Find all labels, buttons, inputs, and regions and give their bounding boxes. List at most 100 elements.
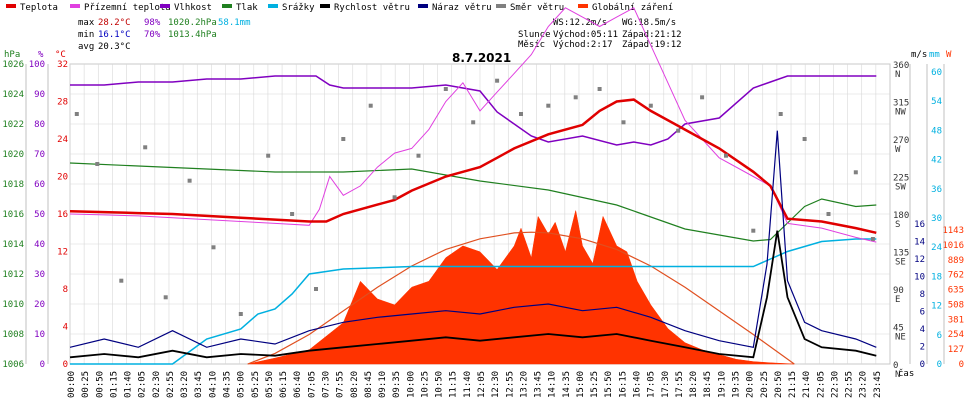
rain-tick: 48 — [931, 126, 942, 136]
time-tick: 14:35 — [562, 371, 572, 398]
direction-label: W — [895, 145, 901, 155]
temperature-tick: 28 — [57, 98, 68, 108]
wind-direction-point — [74, 112, 79, 116]
time-tick: 12:55 — [505, 371, 515, 398]
legend-label: Náraz větru — [432, 3, 492, 13]
time-tick: 09:10 — [378, 371, 388, 398]
legend-label: Srážky — [282, 3, 315, 13]
stats: max 28.2°C 98% 1020.2hPa 58.1mm min 16.1… — [78, 18, 251, 52]
wind-direction-point — [95, 162, 100, 166]
time-tick: 10:00 — [406, 371, 416, 398]
time-tick: 06:15 — [279, 371, 289, 398]
wind-direction-point — [621, 120, 626, 125]
series-theoretical-radiation — [247, 231, 795, 365]
humidity-tick: 90 — [34, 90, 45, 100]
temperature-tick: 24 — [57, 135, 68, 145]
radiation-tick: 762 — [948, 271, 964, 281]
wind-speed-tick: 8 — [920, 290, 925, 300]
sun-set: Západ:21:12 — [622, 30, 682, 40]
time-tick: 20:50 — [774, 371, 784, 398]
radiation-tick: 635 — [948, 286, 964, 296]
radiation-tick: 1016 — [942, 241, 964, 251]
temperature-tick: 4 — [63, 323, 68, 333]
time-tick: 22:55 — [845, 371, 855, 398]
stat-max-press: 1020.2hPa — [168, 18, 217, 28]
time-tick: 13:45 — [534, 371, 544, 398]
stat-min-hum: 70% — [144, 30, 161, 40]
wind-speed-tick: 4 — [920, 325, 925, 335]
stat-max-label: max — [78, 18, 95, 28]
radiation-tick: 381 — [948, 315, 964, 325]
wind-direction-point — [519, 112, 523, 116]
humidity-tick: 20 — [34, 300, 45, 310]
legend-label: Rychlost větru — [334, 3, 410, 13]
direction-tick: 225 — [893, 174, 909, 184]
time-tick: 10:25 — [420, 371, 430, 398]
series — [69, 7, 877, 365]
rain-tick: 6 — [937, 331, 942, 341]
radiation-tick: 127 — [948, 345, 964, 355]
wind-speed-tick: 12 — [914, 255, 925, 265]
legend-label: Přízemní teplota — [84, 3, 171, 13]
pressure-tick: 1012 — [2, 270, 24, 280]
legend-label: Teplota — [20, 3, 58, 13]
humidity-tick: 50 — [34, 210, 45, 220]
time-tick: 21:40 — [802, 371, 812, 398]
humidity-tick: 70 — [34, 150, 45, 160]
direction-label: E — [895, 295, 900, 305]
time-tick: 15:25 — [590, 371, 600, 398]
time-tick: 04:10 — [208, 371, 218, 398]
time-tick: 03:20 — [180, 371, 190, 398]
wind-direction-point — [700, 95, 705, 100]
time-tick: 20:25 — [760, 371, 770, 398]
wind-direction-point — [314, 287, 318, 291]
time-tick: 09:35 — [392, 371, 402, 398]
wind-direction-point — [290, 212, 295, 216]
direction-tick: 315 — [893, 99, 909, 109]
stat-min-press: 1013.4hPa — [168, 30, 217, 40]
time-tick: 16:15 — [618, 371, 628, 398]
time-tick: 05:50 — [265, 371, 275, 398]
legend-swatch — [268, 4, 278, 8]
wind-direction-point — [238, 312, 243, 316]
time-tick: 23:45 — [873, 371, 883, 398]
direction-label: NE — [895, 333, 906, 343]
wind-direction-point — [211, 245, 216, 250]
temperature-tick: 32 — [57, 60, 68, 70]
direction-tick: 0 — [893, 361, 898, 371]
pressure-tick: 1006 — [2, 360, 24, 370]
sun-rise: Východ:05:11 — [553, 30, 618, 40]
rain-tick: 36 — [931, 185, 942, 195]
wind-direction-point — [724, 153, 728, 158]
wind-direction-point — [163, 295, 168, 300]
rain-tick: 42 — [931, 156, 942, 166]
temperature-tick: 20 — [57, 173, 68, 183]
stat-avg-label: avg — [78, 42, 94, 52]
wind-direction-point — [676, 128, 681, 133]
time-tick: 02:30 — [152, 371, 162, 398]
radiation-tick: 889 — [948, 256, 964, 266]
wind-direction-point — [597, 87, 602, 91]
stat-max-rain: 58.1mm — [218, 18, 251, 28]
wind-speed-tick: 10 — [914, 273, 925, 283]
time-tick: 05:25 — [251, 371, 261, 398]
moon-rise: Východ:2:17 — [553, 40, 613, 50]
direction-tick: 135 — [893, 249, 909, 259]
pressure-tick: 1024 — [2, 90, 24, 100]
humidity-tick: 80 — [34, 120, 45, 130]
legend-swatch — [160, 4, 170, 8]
right-axes: 360N315NW270W225SW180S135SE90E45NE0N1614… — [893, 61, 964, 380]
time-tick: 06:40 — [293, 371, 303, 398]
sun-label: Slunce — [518, 30, 551, 40]
stat-avg-temp: 20.3°C — [98, 42, 131, 52]
time-tick: 00:25 — [81, 371, 91, 398]
series-wind-gust — [69, 130, 877, 349]
rain-unit: mm — [929, 50, 940, 60]
pressure-tick: 1008 — [2, 330, 24, 340]
time-tick: 17:05 — [647, 371, 657, 398]
time-tick: 19:35 — [731, 371, 741, 398]
radiation-tick: 508 — [948, 300, 964, 310]
time-tick: 15:50 — [604, 371, 614, 398]
time-tick: 22:05 — [816, 371, 826, 398]
wind-direction-point — [119, 278, 124, 283]
